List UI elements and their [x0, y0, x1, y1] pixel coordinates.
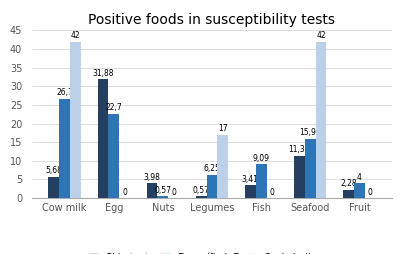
Bar: [354, 183, 365, 198]
Text: 42: 42: [316, 31, 326, 40]
Text: 42: 42: [70, 31, 80, 40]
Text: 2,28: 2,28: [340, 179, 357, 188]
Text: 0: 0: [122, 188, 127, 197]
Bar: [316, 42, 326, 198]
Bar: [196, 196, 206, 198]
Bar: [343, 190, 354, 198]
Legend: Skin tests, Específic IgE, Oral challenge: Skin tests, Específic IgE, Oral challeng…: [86, 250, 338, 254]
Text: 0: 0: [270, 188, 274, 197]
Bar: [108, 114, 119, 198]
Bar: [206, 175, 218, 198]
Text: 15,91: 15,91: [300, 128, 321, 137]
Bar: [245, 185, 256, 198]
Bar: [294, 156, 305, 198]
Text: 0,57: 0,57: [154, 185, 171, 195]
Bar: [59, 99, 70, 198]
Text: 6,25: 6,25: [204, 164, 220, 173]
Bar: [98, 79, 108, 198]
Text: 26,7: 26,7: [56, 88, 73, 97]
Text: 17: 17: [218, 124, 228, 133]
Text: 3,98: 3,98: [144, 173, 160, 182]
Text: 5,68: 5,68: [45, 166, 62, 176]
Text: 22,7: 22,7: [105, 103, 122, 112]
Bar: [256, 164, 266, 198]
Text: 0,57: 0,57: [193, 185, 210, 195]
Bar: [48, 177, 59, 198]
Title: Positive foods in susceptibility tests: Positive foods in susceptibility tests: [88, 12, 336, 26]
Bar: [218, 135, 228, 198]
Text: 4: 4: [357, 173, 362, 182]
Text: 0: 0: [171, 188, 176, 197]
Text: 0: 0: [368, 188, 373, 197]
Bar: [70, 42, 81, 198]
Bar: [305, 139, 316, 198]
Text: 31,88: 31,88: [92, 69, 114, 78]
Bar: [147, 183, 158, 198]
Text: 11,36: 11,36: [289, 145, 310, 154]
Text: 9,09: 9,09: [253, 154, 270, 163]
Bar: [158, 196, 168, 198]
Text: 3,41: 3,41: [242, 175, 259, 184]
